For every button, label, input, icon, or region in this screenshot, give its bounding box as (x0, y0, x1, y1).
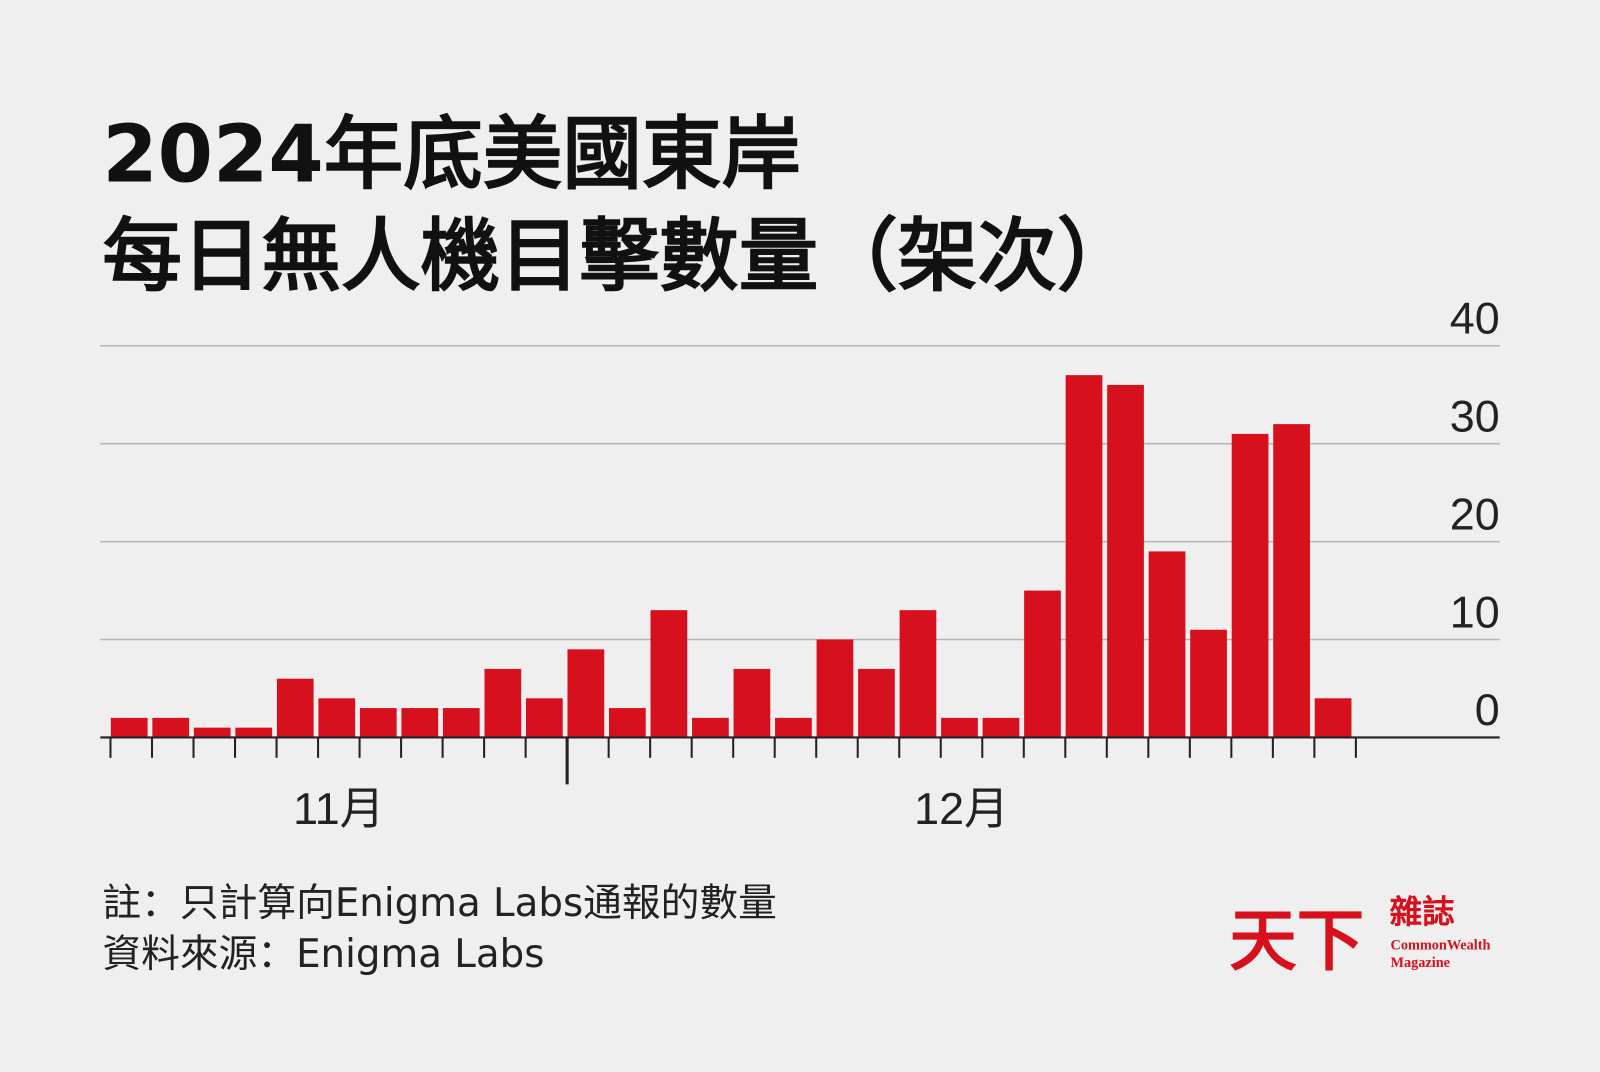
bar (484, 668, 522, 738)
y-tick-label: 40 (1450, 293, 1500, 344)
bar (1273, 424, 1310, 738)
bar (941, 717, 978, 738)
bar (110, 717, 148, 738)
bar (525, 698, 563, 738)
bar (318, 698, 356, 738)
y-tick-label: 30 (1450, 390, 1500, 441)
bar (858, 668, 895, 738)
bar (567, 649, 605, 738)
bar (1190, 629, 1227, 738)
logo-en: CommonWealth (1391, 938, 1491, 954)
bar (609, 708, 646, 738)
logo: 天下 雜誌 CommonWealth Magazine (1229, 892, 1490, 980)
bar (816, 639, 854, 738)
bar (193, 727, 231, 738)
logo-side: 雜誌 (1390, 892, 1455, 931)
y-tick-label: 10 (1450, 586, 1500, 637)
bar (235, 727, 273, 738)
logo-main: 天下 (1229, 901, 1364, 980)
bar (152, 717, 190, 738)
y-tick-label: 20 (1450, 488, 1500, 539)
bar (1314, 698, 1352, 738)
note: 資料來源：Enigma Labs (102, 932, 544, 977)
bar (733, 668, 771, 738)
bar (1231, 433, 1269, 738)
bar (1024, 590, 1061, 738)
bar (359, 708, 397, 738)
logo-en: Magazine (1391, 955, 1450, 971)
bar (1065, 375, 1103, 738)
x-tick-label: 11月 (293, 783, 384, 834)
note: 註：只計算向Enigma Labs通報的數量 (102, 881, 777, 926)
bar (442, 708, 480, 738)
chart-title: 2024年底美國東岸 (102, 108, 801, 201)
bar (401, 708, 439, 738)
chart-title: 每日無人機目擊數量（架次） (102, 210, 1136, 303)
bar (692, 717, 729, 738)
bar (775, 717, 812, 738)
x-tick-label: 12月 (914, 783, 1009, 834)
bar (982, 717, 1020, 738)
bar (899, 610, 937, 738)
y-tick-label: 0 (1475, 684, 1500, 735)
bar (1148, 551, 1186, 738)
bar (276, 678, 314, 738)
bar (650, 610, 688, 738)
bar (1107, 384, 1144, 738)
